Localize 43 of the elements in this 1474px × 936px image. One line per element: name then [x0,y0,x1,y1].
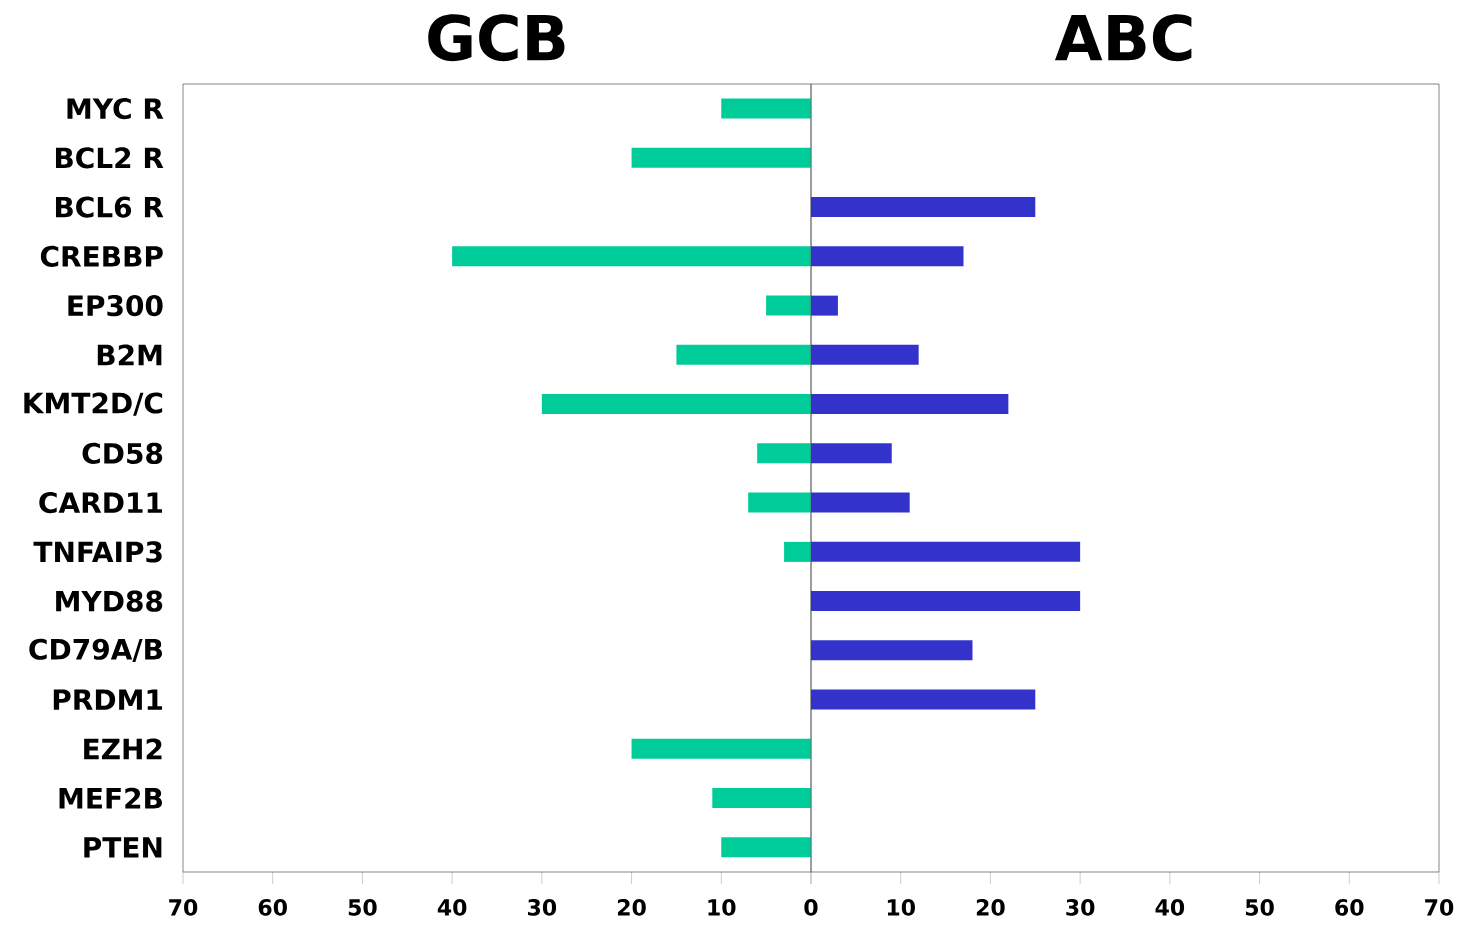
x-tick-label: 10 [887,899,915,916]
y-tick-label: PRDM1 [53,689,163,710]
y-tick-label: KMT2D/C [24,392,163,416]
bar [721,837,811,858]
x-tick-label: 40 [1155,899,1185,916]
y-tick-label: BCL2 R [55,147,164,169]
bar [811,591,1081,612]
bar [721,98,811,119]
y-tick-label: TNFAIP3 [33,541,162,563]
y-tick-label: CARD11 [39,492,163,514]
x-tick-label: 50 [348,899,377,916]
x-tick-label: 10 [708,899,736,916]
x-tick-label: 0 [804,899,818,916]
x-tick-label: 60 [1335,899,1364,916]
x-tick-label: 60 [258,899,287,916]
x-tick-label: 20 [617,899,646,916]
y-tick-label: PTEN [84,837,162,858]
y-tick-label: MYD88 [56,590,163,612]
x-tick-label: 30 [528,899,557,916]
bar [811,640,973,661]
y-tick-label: B2M [97,344,162,366]
x-tick-label: 40 [437,899,467,916]
y-tick-label: EZH2 [84,738,162,760]
y-tick-label: MYC R [67,98,164,120]
x-tick-label: 50 [1245,899,1274,916]
y-tick-label: CREBBP [40,245,163,267]
y-tick-label: BCL6 R [55,196,164,218]
y-tick-label: MEF2B [59,787,162,809]
x-tick-label: 70 [169,899,198,916]
series-label: GCB [428,14,565,62]
x-tick-label: 30 [1066,899,1095,916]
x-tick-label: 70 [1425,899,1454,916]
y-tick-label: EP300 [68,295,163,317]
y-tick-label: CD79A/B [29,638,162,663]
bar [631,147,811,168]
bar [712,788,811,809]
y-tick-label: CD58 [82,442,163,464]
text: ABC [1054,14,1192,62]
bar [811,689,1036,710]
bar [784,541,811,562]
bar [631,738,811,759]
bar [811,197,1036,218]
x-tick-label: 20 [976,899,1005,916]
